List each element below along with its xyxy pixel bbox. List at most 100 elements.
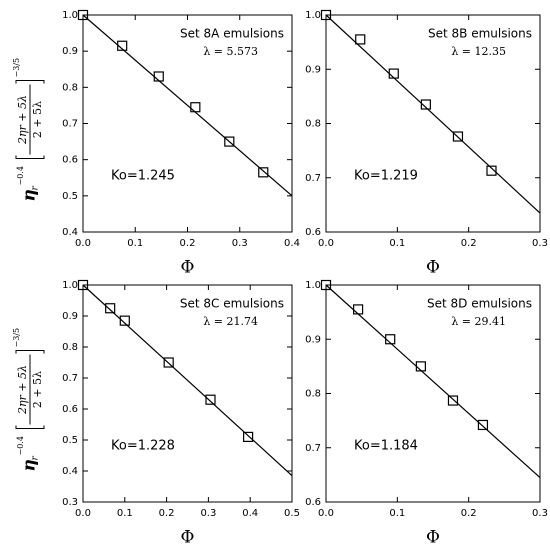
data-point — [385, 334, 396, 345]
chart-title: Set 8A emulsions — [180, 27, 284, 41]
x-tick-label: 0.3 — [532, 238, 548, 249]
y-tick-label: 0.6 — [62, 404, 78, 415]
data-point — [224, 136, 235, 147]
bracket — [15, 80, 45, 159]
fit-line — [325, 14, 541, 214]
x-axis-label: Φ — [181, 258, 195, 278]
chart-subtitle: λ = 12.35 — [451, 45, 506, 58]
panel: 0.0 0.1 0.2 0.3 0.4 0.4 0.5 0.6 0.7 0.8 0.9 1.0 Φ Set… — [12, 9, 300, 278]
data-point — [243, 431, 254, 442]
x-tick-label: 0.0 — [318, 238, 334, 249]
data-point — [77, 9, 89, 21]
y-label-outer-exp: −3/5 — [12, 328, 21, 348]
x-tick-label: 0.0 — [318, 508, 334, 519]
x-tick-label: 0.1 — [389, 508, 405, 519]
data-point — [163, 357, 174, 368]
y-tick-label: 0.9 — [305, 64, 321, 75]
y-tick-label: 0.4 — [62, 466, 78, 477]
fit-line — [325, 284, 541, 479]
chart-title: Set 8D emulsions — [427, 297, 532, 311]
fit-line — [82, 284, 293, 477]
plot-frame — [325, 14, 541, 233]
y-tick-label: 0.5 — [62, 435, 78, 446]
y-tick-label: 0.7 — [305, 173, 321, 184]
chart-title: Set 8B emulsions — [428, 27, 532, 41]
x-tick-label: 0.0 — [75, 238, 91, 249]
y-label-base: η — [20, 189, 40, 201]
x-tick-label: 0.2 — [461, 238, 477, 249]
data-point — [205, 394, 216, 405]
panel: 0.0 0.1 0.2 0.3 0.6 0.7 0.8 0.9 1.0 Φ Set 8B emuls… — [305, 9, 548, 278]
y-tick-label: 1.0 — [62, 280, 78, 291]
x-tick-label: 0.2 — [180, 238, 196, 249]
y-axis-label: ηr −0.4 2ηr + 5λ 2 + 5λ −3/5 — [12, 328, 45, 472]
y-label-sub: r — [31, 456, 41, 461]
y-tick-label: 1.0 — [305, 10, 321, 21]
x-axis-label: Φ — [426, 528, 440, 548]
y-label-numerator: 2ηr + 5λ — [16, 365, 29, 415]
chart-subtitle: λ = 21.74 — [203, 315, 258, 328]
y-tick-label: 0.5 — [62, 191, 78, 202]
annotation: Ko=1.228 — [111, 439, 175, 454]
panel: 0.0 0.1 0.2 0.3 0.4 0.5 0.3 0.4 0.5 0.6 0.7 0.8 0.9 1… — [12, 279, 300, 548]
y-tick-label: 0.8 — [62, 82, 78, 93]
x-tick-label: 0.0 — [75, 508, 91, 519]
x-tick-label: 0.1 — [389, 238, 405, 249]
data-point — [353, 304, 364, 315]
data-point — [452, 131, 464, 142]
x-tick-label: 0.3 — [200, 508, 216, 519]
x-tick-label: 0.4 — [242, 508, 258, 519]
chart-title: Set 8C emulsions — [180, 297, 284, 311]
y-tick-label: 0.8 — [305, 119, 321, 130]
chart-subtitle: λ = 5.573 — [203, 45, 258, 58]
plot-frame — [82, 284, 293, 503]
x-tick-label: 0.4 — [284, 238, 300, 249]
y-label-numerator: 2ηr + 5λ — [16, 95, 29, 145]
data-point — [153, 71, 164, 82]
y-tick-label: 0.9 — [305, 334, 321, 345]
x-tick-label: 0.2 — [461, 508, 477, 519]
data-point — [486, 165, 497, 176]
y-label-base: η — [20, 459, 40, 471]
data-point — [119, 315, 130, 326]
y-tick-label: 0.9 — [62, 46, 78, 57]
data-point — [420, 99, 431, 110]
x-tick-label: 0.3 — [232, 238, 248, 249]
y-tick-label: 0.7 — [62, 373, 78, 384]
y-tick-label: 0.8 — [305, 389, 321, 400]
data-point — [320, 279, 332, 291]
data-point — [388, 68, 399, 79]
data-point — [190, 102, 201, 113]
x-tick-label: 0.1 — [117, 508, 133, 519]
chart-subtitle: λ = 29.41 — [451, 315, 506, 328]
plot-frame — [82, 14, 293, 233]
data-point — [258, 167, 269, 178]
y-axis-label: ηr −0.4 2ηr + 5λ 2 + 5λ −3/5 — [12, 58, 45, 202]
annotation: Ko=1.184 — [354, 439, 418, 454]
x-axis-label: Φ — [181, 528, 195, 548]
data-point — [320, 9, 332, 21]
x-tick-label: 0.3 — [532, 508, 548, 519]
y-label-outer-exp: −3/5 — [12, 58, 21, 78]
y-tick-label: 0.7 — [305, 443, 321, 454]
y-tick-label: 0.6 — [305, 497, 321, 508]
x-tick-label: 0.2 — [159, 508, 175, 519]
y-label-exp: −0.4 — [16, 436, 25, 455]
annotation: Ko=1.245 — [111, 169, 175, 184]
y-label-denominator: 2 + 5λ — [31, 101, 44, 138]
panel: 0.0 0.1 0.2 0.3 0.6 0.7 0.8 0.9 1.0 Φ Set 8D emuls… — [305, 279, 548, 548]
y-tick-label: 0.9 — [62, 311, 78, 322]
x-axis-label: Φ — [426, 258, 440, 278]
y-label-sub: r — [31, 186, 41, 191]
data-point — [105, 303, 116, 314]
y-tick-label: 1.0 — [62, 10, 78, 21]
x-tick-label: 0.1 — [127, 238, 143, 249]
data-point — [77, 279, 89, 291]
data-point — [447, 395, 459, 406]
y-label-denominator: 2 + 5λ — [31, 371, 44, 408]
y-tick-label: 0.7 — [62, 119, 78, 130]
plot-frame — [325, 284, 541, 503]
x-tick-label: 0.5 — [284, 508, 300, 519]
y-tick-label: 0.4 — [62, 227, 78, 238]
